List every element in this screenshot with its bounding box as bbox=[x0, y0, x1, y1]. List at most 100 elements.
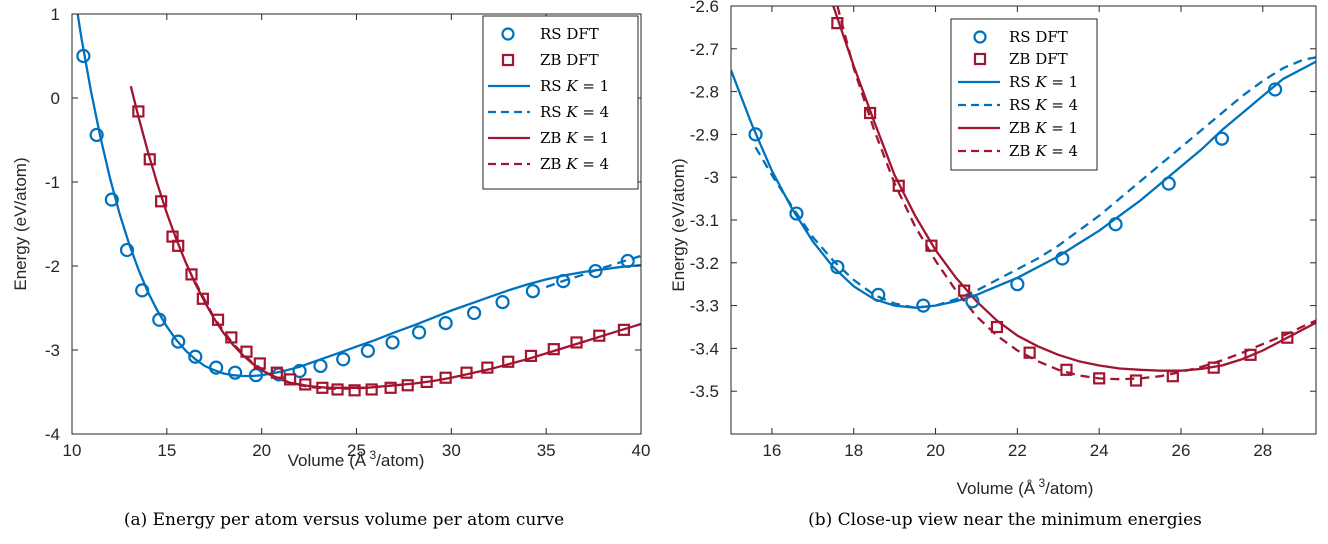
point-zb-dft bbox=[990, 320, 1004, 334]
legend-b-zb-k4: ZB K = 4 bbox=[958, 142, 1078, 160]
point-rs-dft bbox=[965, 294, 980, 309]
svg-text:RS K = 1: RS K = 1 bbox=[1009, 73, 1078, 91]
point-rs-dft bbox=[438, 316, 453, 331]
point-rs-dft bbox=[385, 335, 400, 350]
y-tick-label: -3 bbox=[704, 168, 719, 187]
point-zb-dft bbox=[284, 373, 297, 386]
legend-a-rs-dft: RS DFT bbox=[501, 25, 599, 43]
point-rs-dft bbox=[620, 253, 635, 269]
y-tick-label: -3.4 bbox=[690, 339, 719, 358]
panel-b-ticks: 16 18 20 22 24 26 28 -3.5 -3.4 -3.3 -3.2 -3.1 -3 -2.9… bbox=[690, 0, 1316, 460]
point-zb-dft bbox=[1093, 372, 1106, 385]
x-tick-label: 28 bbox=[1253, 441, 1272, 460]
x-tick-label: 15 bbox=[157, 441, 176, 460]
y-tick-label: -3 bbox=[45, 341, 60, 360]
point-zb-dft bbox=[172, 239, 185, 252]
point-zb-dft bbox=[331, 383, 344, 396]
point-rs-dft bbox=[135, 283, 150, 298]
point-rs-dft bbox=[292, 363, 307, 379]
panel-a-chart: 10 15 20 25 30 35 40 -4 -3 -2 -1 0 1 Volume (Å 3/ato… bbox=[11, 5, 651, 530]
legend-a-rs-k4: RS K = 4 bbox=[488, 103, 609, 121]
x-tick-label: 40 bbox=[632, 441, 651, 460]
y-tick-label: -3.2 bbox=[690, 254, 719, 273]
point-zb-dft bbox=[481, 361, 494, 374]
panel-a-markers bbox=[76, 48, 641, 397]
legend-a-zb-dft: ZB DFT bbox=[501, 51, 599, 69]
series-rs-k-1 bbox=[76, 14, 641, 378]
panel-a-x-axis-label: Volume (Å 3/atom) bbox=[288, 448, 425, 470]
point-rs-dft bbox=[360, 343, 375, 358]
legend-a-rs-k1: RS K = 1 bbox=[488, 77, 609, 95]
svg-text:ZB DFT: ZB DFT bbox=[1009, 50, 1068, 68]
point-zb-dft bbox=[384, 381, 397, 394]
caption-b: (b) Close-up view near the minimum energ… bbox=[808, 510, 1202, 530]
svg-text:ZB K = 1: ZB K = 1 bbox=[1009, 119, 1078, 137]
point-zb-dft bbox=[570, 336, 583, 349]
point-zb-dft bbox=[299, 378, 312, 391]
series-zb-k-1 bbox=[832, 6, 1316, 372]
point-rs-dft bbox=[916, 298, 931, 313]
point-zb-dft bbox=[132, 105, 145, 118]
point-rs-dft bbox=[1108, 217, 1123, 232]
x-tick-label: 22 bbox=[1008, 441, 1027, 460]
legend-b-rs-dft: RS DFT bbox=[973, 28, 1068, 46]
point-rs-dft bbox=[152, 312, 167, 327]
svg-text:ZB DFT: ZB DFT bbox=[540, 51, 599, 69]
point-rs-dft bbox=[1010, 277, 1025, 292]
point-zb-dft bbox=[155, 195, 168, 208]
svg-text:RS DFT: RS DFT bbox=[540, 25, 599, 43]
point-rs-dft bbox=[228, 365, 243, 380]
point-zb-dft bbox=[460, 366, 473, 379]
series-zb-k-4 bbox=[836, 6, 1316, 381]
point-rs-dft bbox=[411, 325, 427, 340]
svg-text:RS DFT: RS DFT bbox=[1009, 28, 1068, 46]
legend-b-zb-dft: ZB DFT bbox=[973, 50, 1068, 68]
point-rs-dft bbox=[871, 287, 886, 302]
point-zb-dft bbox=[1207, 361, 1220, 374]
point-zb-dft bbox=[1166, 370, 1179, 383]
point-zb-dft bbox=[420, 375, 433, 389]
point-rs-dft bbox=[1055, 251, 1070, 266]
series-rs-k-4 bbox=[545, 254, 641, 289]
point-rs-dft bbox=[789, 206, 804, 221]
svg-text:ZB K = 1: ZB K = 1 bbox=[540, 129, 609, 147]
point-rs-dft bbox=[556, 274, 571, 289]
point-zb-dft bbox=[316, 381, 329, 394]
svg-text:RS K = 4: RS K = 4 bbox=[1009, 96, 1078, 114]
y-tick-label: -2.9 bbox=[690, 125, 719, 144]
point-rs-dft bbox=[171, 334, 186, 349]
point-rs-dft bbox=[89, 127, 104, 143]
y-tick-label: -2.7 bbox=[690, 40, 719, 59]
series-rs-k-4 bbox=[754, 56, 1316, 309]
panel-b-legend: RS DFT ZB DFT RS K = 1 RS K = 4 ZB K = 1… bbox=[950, 18, 1098, 171]
x-tick-label: 18 bbox=[844, 441, 863, 460]
point-zb-dft bbox=[1244, 348, 1257, 361]
point-zb-dft bbox=[502, 355, 515, 368]
point-zb-dft bbox=[1281, 331, 1294, 344]
point-rs-dft bbox=[830, 259, 845, 275]
point-zb-dft bbox=[365, 383, 378, 396]
panel-a-legend: RS DFT ZB DFT RS K = 1 RS K = 4 ZB K = 1… bbox=[482, 15, 639, 190]
point-zb-dft bbox=[958, 284, 971, 297]
panel-b-series bbox=[731, 6, 1316, 381]
point-rs-dft bbox=[209, 360, 224, 375]
legend-a-zb-k4: ZB K = 4 bbox=[488, 155, 609, 173]
x-tick-label: 24 bbox=[1090, 441, 1109, 460]
x-tick-label: 35 bbox=[537, 441, 556, 460]
svg-text:ZB K = 4: ZB K = 4 bbox=[1009, 142, 1078, 160]
point-rs-dft bbox=[76, 48, 91, 64]
point-rs-dft bbox=[313, 358, 328, 374]
point-zb-dft bbox=[196, 292, 209, 305]
point-zb-dft bbox=[225, 331, 238, 344]
point-rs-dft bbox=[466, 305, 482, 321]
point-zb-dft bbox=[240, 345, 253, 358]
point-zb-dft bbox=[270, 366, 283, 379]
point-zb-dft bbox=[925, 239, 938, 252]
y-tick-label: -3.1 bbox=[690, 211, 719, 230]
point-zb-dft bbox=[617, 323, 631, 336]
y-tick-label: -1 bbox=[45, 173, 60, 192]
point-rs-dft bbox=[188, 349, 203, 364]
point-zb-dft bbox=[185, 268, 198, 281]
point-rs-dft bbox=[748, 127, 763, 142]
